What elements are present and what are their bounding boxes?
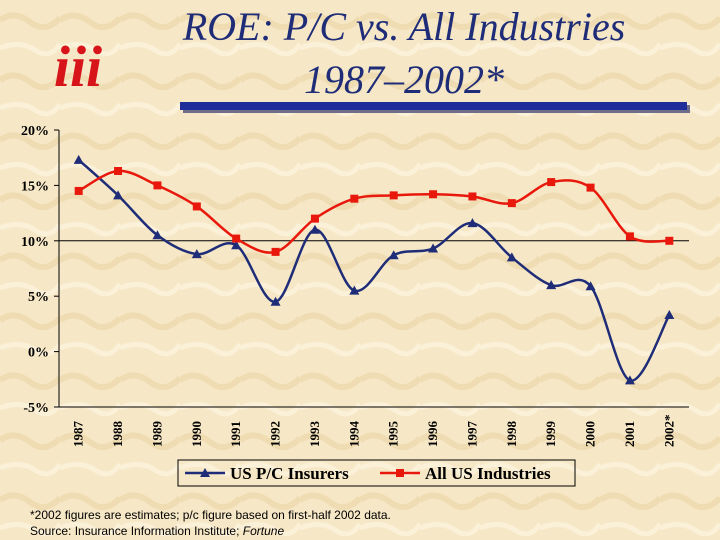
marker [270, 296, 281, 306]
legend-label: All US Industries [425, 464, 551, 483]
source-italic: Fortune [243, 524, 285, 538]
marker [350, 194, 359, 203]
marker [191, 249, 202, 259]
x-tick-label: 1998 [504, 421, 519, 448]
x-tick-label: 1991 [228, 421, 243, 447]
x-tick-label: 1999 [543, 421, 558, 448]
marker [586, 183, 595, 192]
marker [309, 224, 320, 234]
legend-label: US P/C Insurers [230, 464, 349, 483]
x-tick-label: 1997 [464, 421, 479, 448]
x-tick-label: 2001 [622, 421, 637, 447]
marker [113, 190, 124, 200]
x-tick-label: 2000 [583, 421, 598, 447]
legend-marker [200, 468, 210, 477]
marker [192, 202, 201, 211]
source: Source: Insurance Information Institute;… [30, 524, 284, 538]
chart-subtitle: 1987–2002* [304, 57, 504, 102]
marker [74, 186, 83, 195]
marker [547, 178, 556, 187]
marker [271, 247, 280, 256]
marker [665, 236, 674, 245]
marker [114, 166, 123, 175]
marker [507, 199, 516, 208]
marker [232, 234, 241, 243]
legend-marker [396, 469, 404, 477]
marker [388, 250, 399, 260]
title-bar [180, 102, 687, 110]
marker [389, 191, 398, 200]
x-tick-label: 1992 [268, 421, 283, 447]
marker [585, 281, 596, 291]
series-line [77, 158, 671, 382]
marker [349, 285, 360, 295]
marker [73, 154, 84, 164]
marker [153, 181, 162, 190]
marker [625, 232, 634, 241]
marker [624, 375, 635, 385]
y-tick-label: 15% [21, 179, 49, 194]
x-tick-label: 1989 [149, 421, 164, 448]
x-tick-label: 1988 [110, 421, 125, 448]
marker [429, 190, 438, 199]
marker [152, 230, 163, 240]
marker [310, 214, 319, 223]
chart-title: ROE: P/C vs. All Industries [182, 4, 626, 49]
logo: iii [54, 34, 102, 99]
source-text: Source: Insurance Information Institute; [30, 524, 243, 538]
x-tick-label: 1995 [386, 421, 401, 448]
series-line [78, 169, 670, 254]
footnote: *2002 figures are estimates; p/c figure … [30, 508, 391, 522]
x-tick-label: 1994 [346, 421, 361, 448]
marker [506, 252, 517, 262]
x-tick-label: 1996 [425, 421, 440, 448]
marker [664, 310, 675, 320]
marker [231, 240, 242, 250]
marker [467, 218, 478, 228]
marker [428, 243, 439, 253]
y-tick-label: 5% [28, 290, 49, 305]
marker [468, 192, 477, 201]
legend-box [177, 459, 576, 487]
y-tick-label: 0% [28, 346, 49, 361]
y-tick-label: 10% [21, 235, 49, 250]
x-tick-label: 1993 [307, 421, 322, 448]
y-tick-label: -5% [23, 401, 49, 416]
marker [546, 280, 557, 290]
x-tick-label: 2002* [661, 415, 676, 448]
x-tick-label: 1987 [71, 421, 86, 448]
x-tick-label: 1990 [189, 421, 204, 447]
y-tick-label: 20% [21, 124, 49, 139]
